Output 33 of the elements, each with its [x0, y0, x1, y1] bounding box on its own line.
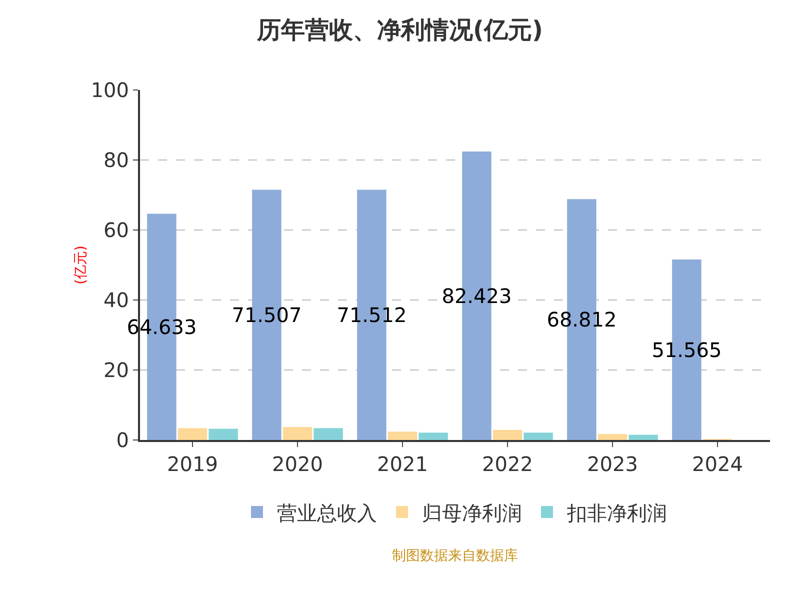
data-label: 51.565 [652, 338, 722, 362]
y-tick-label: 20 [104, 358, 129, 382]
y-tick-label: 0 [116, 428, 129, 452]
data-label: 68.812 [546, 308, 617, 332]
y-tick-label: 60 [104, 218, 129, 242]
legend-label: 归母净利润 [422, 500, 522, 525]
chart-title: 历年营收、净利情况(亿元) [256, 16, 543, 44]
legend-label: 扣非净利润 [566, 500, 667, 525]
bar [418, 432, 448, 440]
x-tick-label: 2023 [587, 452, 638, 476]
data-label: 82.423 [442, 284, 512, 308]
bar [314, 428, 343, 440]
y-tick-label: 40 [104, 288, 129, 312]
bar [492, 430, 522, 440]
bar [628, 434, 658, 440]
bar [388, 432, 418, 440]
data-label: 71.512 [336, 302, 407, 327]
x-tick-label: 2024 [692, 452, 743, 476]
x-tick-label: 2021 [377, 452, 428, 476]
bar [178, 428, 208, 440]
x-tick-label: 2022 [482, 452, 533, 476]
bar [524, 432, 553, 440]
bar [208, 428, 238, 440]
x-tick-label: 2019 [167, 452, 218, 476]
bar [282, 427, 312, 440]
y-tick-label: 100 [90, 78, 129, 102]
text: 制图数据来自数据库 [392, 548, 518, 564]
y-tick-label: 80 [104, 148, 129, 172]
y-axis-title: (亿元) [72, 246, 89, 284]
legend-label: 营业总收入 [277, 500, 377, 525]
bar [598, 434, 628, 440]
x-tick-label: 2020 [272, 452, 323, 476]
data-label: 71.507 [232, 302, 302, 327]
